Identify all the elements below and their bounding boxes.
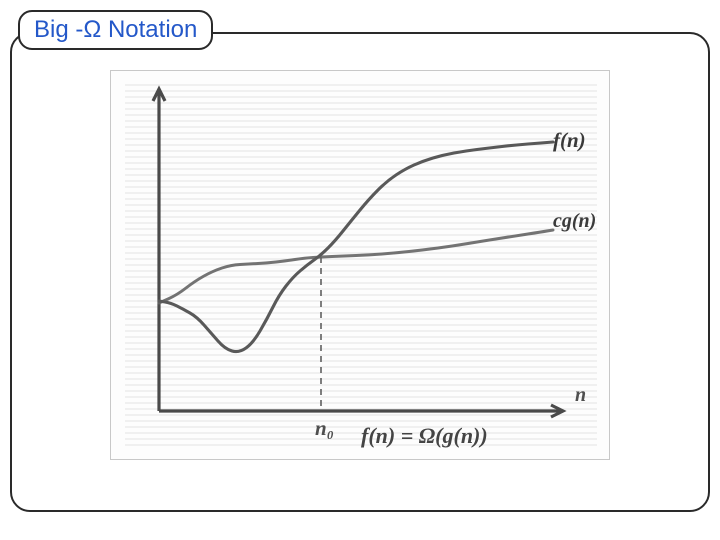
chart-area: f(n) cg(n) n₀ n f(n) = Ω(g(n)) bbox=[123, 81, 597, 449]
svg-text:f(n) = Ω(g(n)): f(n) = Ω(g(n)) bbox=[361, 423, 488, 448]
content-box: f(n) cg(n) n₀ n f(n) = Ω(g(n)) bbox=[10, 32, 710, 512]
svg-text:n₀: n₀ bbox=[315, 416, 334, 440]
chart-frame: f(n) cg(n) n₀ n f(n) = Ω(g(n)) bbox=[110, 70, 610, 460]
big-omega-chart: f(n) cg(n) n₀ n f(n) = Ω(g(n)) bbox=[123, 81, 599, 451]
title-box: Big -Ω Notation bbox=[18, 10, 213, 50]
svg-text:n: n bbox=[575, 384, 586, 406]
page-title: Big -Ω Notation bbox=[34, 16, 197, 43]
svg-text:cg(n): cg(n) bbox=[553, 210, 596, 232]
svg-text:f(n): f(n) bbox=[553, 128, 586, 152]
